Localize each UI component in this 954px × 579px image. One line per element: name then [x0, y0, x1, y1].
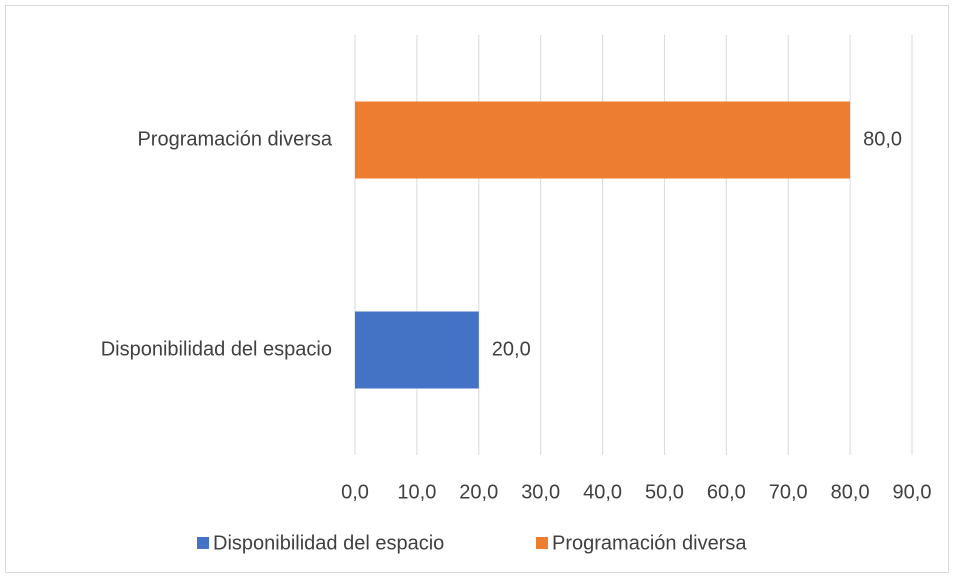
bar: [355, 101, 851, 179]
y-tick-label: Programación diversa: [137, 128, 332, 150]
x-tick-label: 0,0: [341, 481, 369, 503]
x-tick-label: 30,0: [521, 481, 560, 503]
x-tick-label: 10,0: [397, 481, 436, 503]
legend-swatch: [536, 537, 548, 549]
x-tick-label: 50,0: [645, 481, 684, 503]
x-tick-label: 40,0: [583, 481, 622, 503]
x-tick-label: 90,0: [893, 481, 932, 503]
data-label: 80,0: [863, 128, 902, 150]
bar: [355, 311, 479, 389]
legend-swatch: [197, 537, 209, 549]
legend-label: Programación diversa: [552, 532, 747, 554]
x-tick-label: 80,0: [831, 481, 870, 503]
y-tick-label: Disponibilidad del espacio: [101, 338, 332, 360]
x-tick-label: 60,0: [707, 481, 746, 503]
x-tick-label: 20,0: [459, 481, 498, 503]
legend-label: Disponibilidad del espacio: [213, 532, 444, 554]
chart-border: [5, 5, 949, 573]
data-label: 20,0: [492, 338, 531, 360]
x-tick-label: 70,0: [769, 481, 808, 503]
